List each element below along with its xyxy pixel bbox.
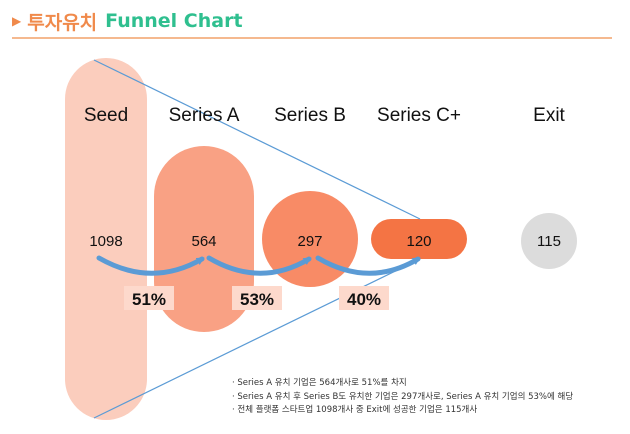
category-label-seed: Seed <box>84 105 128 126</box>
category-label-series-a: Series A <box>169 105 240 126</box>
conversion-pct-badge <box>339 286 389 310</box>
value-label-series-b: 297 <box>297 233 322 250</box>
title-korean: 투자유치 <box>27 11 98 34</box>
value-label-seed: 1098 <box>89 233 122 250</box>
title-english: Funnel Chart <box>105 10 243 32</box>
category-label-series-b: Series B <box>274 105 346 126</box>
value-label-series-c-: 120 <box>406 233 431 250</box>
conversion-pct-badge <box>124 286 174 310</box>
conversion-arrow <box>96 255 205 276</box>
triangle-bullet-icon: ▶ <box>12 14 22 28</box>
value-label-series-a: 564 <box>191 233 216 250</box>
value-label-exit: 115 <box>537 233 561 250</box>
stage-shape-seed <box>65 58 147 420</box>
stage-shape-series-c- <box>371 219 467 259</box>
stage-shape-exit <box>521 213 577 269</box>
conversion-arrow <box>315 255 421 276</box>
stage-shape-series-b <box>262 191 358 287</box>
notes-list: · Series A 유치 기업은 564개사로 51%를 차지 · Serie… <box>232 377 573 418</box>
conversion-pct-label: 40% <box>347 290 381 309</box>
category-label-exit: Exit <box>533 105 565 126</box>
funnel-outline-top <box>93 59 421 220</box>
chart-header: ▶ 투자유치 Funnel Chart <box>12 8 243 34</box>
funnel-outline-bottom <box>93 258 421 419</box>
header-divider <box>12 37 612 39</box>
conversion-pct-label: 53% <box>240 290 274 309</box>
conversion-pct-label: 51% <box>132 290 166 309</box>
note-item: · Series A 유치 기업은 564개사로 51%를 차지 <box>232 378 407 388</box>
conversion-pct-badge <box>232 286 282 310</box>
category-label-series-c-: Series C+ <box>377 105 461 126</box>
conversion-arrow <box>206 255 312 276</box>
note-item: · 전체 플랫폼 스타트업 1098개사 중 Exit에 성공한 기업은 115… <box>232 405 478 415</box>
stage-shape-series-a <box>154 146 254 332</box>
note-item: · Series A 유치 후 Series B도 유치한 기업은 297개사로… <box>232 391 574 402</box>
